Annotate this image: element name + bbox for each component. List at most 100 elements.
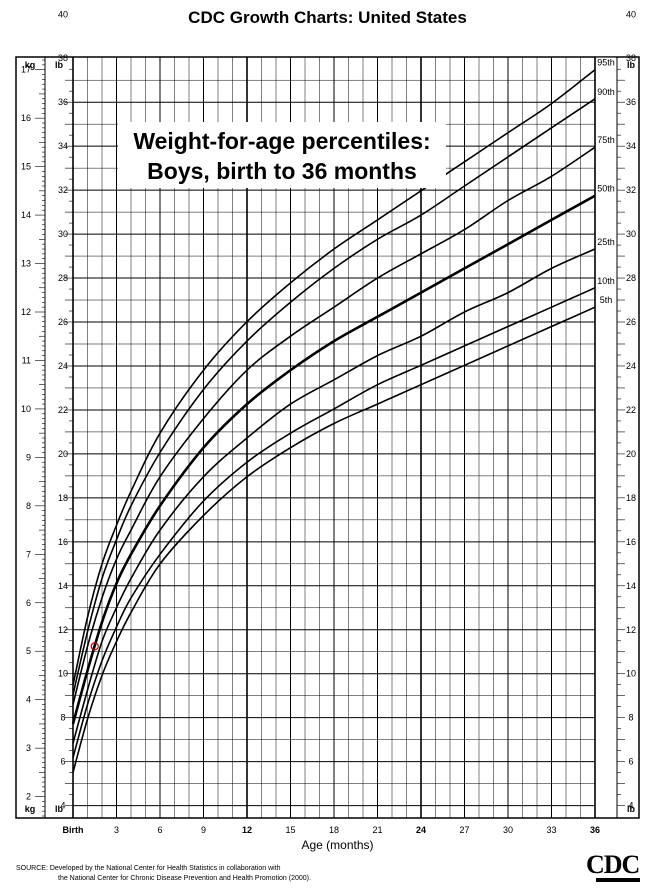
- percentile-curve-5th: [72, 306, 596, 773]
- lb-tick-label-right: 14: [626, 581, 636, 591]
- lb-tick-label-left: 10: [58, 669, 68, 679]
- kg-tick-label: 10: [21, 404, 31, 414]
- kg-tick-label: 5: [26, 646, 31, 656]
- lb-tick-label-right: 10: [626, 669, 636, 679]
- percentile-label-10th: 10th: [597, 276, 615, 286]
- percentile-label-bg: [596, 57, 616, 68]
- lb-unit-top-right: lb: [627, 60, 636, 70]
- percentile-curve-95th: [72, 69, 596, 686]
- chart-frame: [15, 56, 640, 819]
- lb-tick-label-right: 20: [626, 449, 636, 459]
- lb-tick-label-right: 18: [626, 493, 636, 503]
- percentile-label-5th: 5th: [600, 295, 613, 305]
- lb-tick-label-right: 26: [626, 317, 636, 327]
- percentile-label-bg: [596, 275, 616, 286]
- kg-tick-label: 4: [26, 695, 31, 705]
- percentile-label-50th: 50th: [597, 184, 615, 194]
- x-axis-title: Age (months): [301, 838, 374, 852]
- lb-tick-label-left: 20: [58, 449, 68, 459]
- kg-unit-top: kg: [25, 60, 36, 70]
- lb-tick-label-left: 22: [58, 405, 68, 415]
- lb-tick-label-right: 22: [626, 405, 636, 415]
- kg-tick-label: 2: [26, 792, 31, 802]
- percentile-curve-50th: [71, 194, 596, 725]
- lb-tick-label-left: 8: [60, 713, 65, 723]
- percentile-label-bg: [596, 237, 616, 247]
- lb-tick-label-right: 40: [626, 9, 636, 19]
- percentile-curve-25th: [72, 248, 596, 744]
- kg-tick-label: 13: [21, 259, 31, 269]
- lb-tick-label-left: 36: [58, 97, 68, 107]
- lb-tick-label-left: 14: [58, 581, 68, 591]
- lb-tick-label-left: 16: [58, 537, 68, 547]
- cdc-logo-bar: [596, 878, 640, 882]
- lb-tick-label-left: 6: [60, 757, 65, 767]
- lb-tick-label-left: 30: [58, 229, 68, 239]
- lb-tick-label-right: 36: [626, 97, 636, 107]
- kg-unit-bottom: kg: [25, 804, 36, 814]
- kg-tick-label: 6: [26, 598, 31, 608]
- x-tick-label: 30: [503, 825, 513, 835]
- lb-tick-label-right: 30: [626, 229, 636, 239]
- x-tick-label: 33: [546, 825, 556, 835]
- percentile-curve-10th: [72, 287, 596, 759]
- chart-title-line1: Weight-for-age percentiles:: [133, 128, 431, 154]
- page-title: CDC Growth Charts: United States: [188, 8, 467, 27]
- lb-tick-label-left: 38: [58, 53, 68, 63]
- percentile-label-95th: 95th: [597, 58, 615, 68]
- lb-tick-label-right: 12: [626, 625, 636, 635]
- lb-tick-label-left: 24: [58, 361, 68, 371]
- lb-tick-label-left: 18: [58, 493, 68, 503]
- kg-tick-label: 11: [22, 355, 31, 365]
- source-line-1: SOURCE: Developed by the National Center…: [16, 865, 281, 872]
- kg-tick-label: 15: [21, 162, 31, 172]
- kg-tick-label: 8: [26, 501, 31, 511]
- lb-tick-label-left: 34: [58, 141, 68, 151]
- marked-data-point: [90, 642, 99, 651]
- x-tick-label: 15: [285, 825, 295, 835]
- percentile-label-25th: 25th: [597, 237, 615, 247]
- lb-unit-bottom-right: lb: [627, 804, 636, 814]
- percentile-curve-90th: [72, 98, 596, 695]
- lb-tick-label-right: 4: [628, 801, 633, 811]
- lb-unit-top-left: lb: [55, 60, 64, 70]
- lb-tick-label-right: 8: [628, 713, 633, 723]
- cdc-logo: CDC: [586, 852, 642, 884]
- lb-tick-label-left: 40: [58, 9, 68, 19]
- percentile-label-bg: [596, 135, 616, 146]
- x-tick-label: Birth: [63, 825, 84, 835]
- x-tick-label: 12: [242, 825, 252, 835]
- x-tick-label: 27: [459, 825, 469, 835]
- lb-tick-label-right: 24: [626, 361, 636, 371]
- kg-tick-label: 16: [21, 113, 31, 123]
- source-line-2: the National Center for Chronic Disease …: [58, 875, 311, 882]
- lb-tick-label-left: 12: [58, 625, 68, 635]
- x-tick-label: 18: [329, 825, 339, 835]
- x-tick-label: 3: [114, 825, 119, 835]
- percentile-curves: [71, 69, 596, 773]
- x-tick-label: 21: [372, 825, 382, 835]
- percentile-label-bg: [596, 86, 616, 97]
- x-tick-label: 36: [590, 825, 600, 835]
- lb-tick-label-left: 4: [60, 801, 65, 811]
- x-tick-label: 24: [416, 825, 426, 835]
- lb-tick-label-right: 38: [626, 53, 636, 63]
- kg-tick-label: 12: [21, 307, 31, 317]
- chart-axes: [15, 56, 640, 819]
- cdc-logo-text: CDC: [586, 850, 640, 879]
- lb-tick-label-right: 32: [626, 185, 636, 195]
- chart-title-line2: Boys, birth to 36 months: [147, 158, 417, 184]
- chart-title: Weight-for-age percentiles: Boys, birth …: [118, 122, 446, 188]
- percentile-label-bg: [596, 183, 616, 194]
- lb-tick-label-left: 32: [58, 185, 68, 195]
- x-tick-label: 6: [157, 825, 162, 835]
- percentile-label-75th: 75th: [597, 135, 615, 145]
- lb-unit-bottom-left: lb: [55, 804, 64, 814]
- kg-tick-label: 3: [26, 743, 31, 753]
- kg-tick-label: 7: [26, 549, 31, 559]
- percentile-curve-75th: [72, 146, 596, 705]
- kg-tick-label: 9: [26, 452, 31, 462]
- kg-tick-label: 17: [21, 65, 31, 75]
- x-tick-label: 9: [201, 825, 206, 835]
